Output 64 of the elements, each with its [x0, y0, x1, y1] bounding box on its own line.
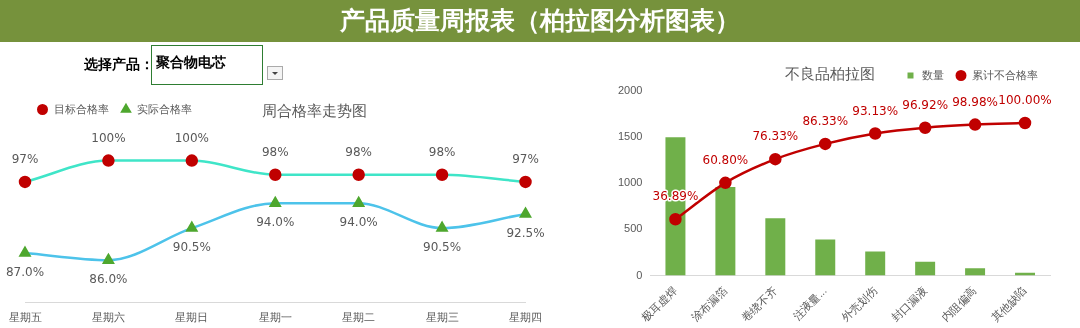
data-label: 100.00%	[998, 93, 1052, 108]
data-label: 90.5%	[172, 240, 211, 255]
data-label: 98.98%	[952, 94, 998, 109]
point	[1018, 116, 1032, 130]
point	[868, 127, 882, 140]
y-tick-label: 1500	[617, 130, 643, 143]
x-tick-label: 星期五	[8, 311, 42, 324]
data-label: 86.0%	[89, 272, 128, 287]
x-tick-label: 星期二	[342, 311, 376, 324]
y-tick-label: 1000	[617, 176, 643, 189]
x-tick-label: 封口漏液	[889, 284, 929, 324]
bar	[715, 186, 736, 276]
data-label: 87.0%	[5, 265, 45, 280]
point	[719, 176, 732, 190]
chart-title: 不良品柏拉图	[785, 65, 875, 84]
data-label: 76.33%	[752, 129, 799, 144]
legend-label: 目标合格率	[53, 102, 109, 115]
x-tick-label: 星期四	[509, 311, 542, 324]
data-label: 60.80%	[702, 152, 749, 167]
text: 聚合物电芯	[156, 54, 226, 70]
chart-title: 周合格率走势图	[262, 102, 367, 121]
x-tick-label: 其他缺陷	[988, 284, 1029, 324]
bar	[915, 261, 936, 276]
x-tick-label: 星期三	[425, 311, 459, 324]
point	[968, 118, 982, 131]
x-tick-label: 星期日	[175, 311, 209, 324]
data-label: 96.92%	[902, 97, 949, 112]
legend-label: 数量	[921, 68, 944, 81]
bar	[865, 251, 886, 276]
point	[769, 152, 782, 166]
data-label: 98%	[261, 144, 289, 159]
y-tick-label: 0	[636, 268, 643, 281]
x-tick-label: 卷绕不齐	[739, 284, 779, 324]
data-label: 100%	[91, 130, 126, 145]
data-label: 98%	[428, 144, 456, 159]
data-label: 94.0%	[339, 215, 378, 230]
x-tick-label: 星期一	[258, 311, 292, 324]
bar	[765, 218, 786, 276]
legend-label: 实际合格率	[137, 102, 192, 115]
data-label: 100%	[174, 130, 209, 145]
text: 产品质量周报表（柏拉图分析图表）	[0, 0, 1080, 42]
bar	[815, 239, 836, 276]
x-tick-label: 外壳划伤	[839, 284, 879, 324]
x-tick-label: 注液量...	[790, 284, 829, 323]
legend-label: 累计不合格率	[972, 68, 1038, 81]
data-label: 97%	[512, 152, 539, 167]
data-label: 97%	[11, 152, 39, 167]
point	[918, 121, 932, 134]
x-tick-label: 内阻偏高	[939, 284, 979, 324]
x-tick-label: 星期六	[91, 311, 125, 324]
point	[819, 137, 832, 151]
data-label: 93.13%	[852, 103, 899, 118]
y-tick-label: 500	[624, 222, 643, 235]
y-tick-label: 2000	[617, 84, 643, 97]
point	[669, 213, 682, 226]
text: 选择产品：	[84, 56, 154, 74]
data-label: 90.5%	[423, 240, 462, 255]
data-label: 86.33%	[802, 114, 849, 128]
data-label: 92.5%	[506, 226, 545, 241]
bar	[965, 268, 986, 276]
x-tick-label: 极耳虚焊	[638, 284, 679, 325]
data-label: 94.0%	[256, 215, 295, 230]
data-label: 98%	[345, 144, 372, 159]
x-tick-label: 涂布漏箔	[689, 284, 729, 324]
